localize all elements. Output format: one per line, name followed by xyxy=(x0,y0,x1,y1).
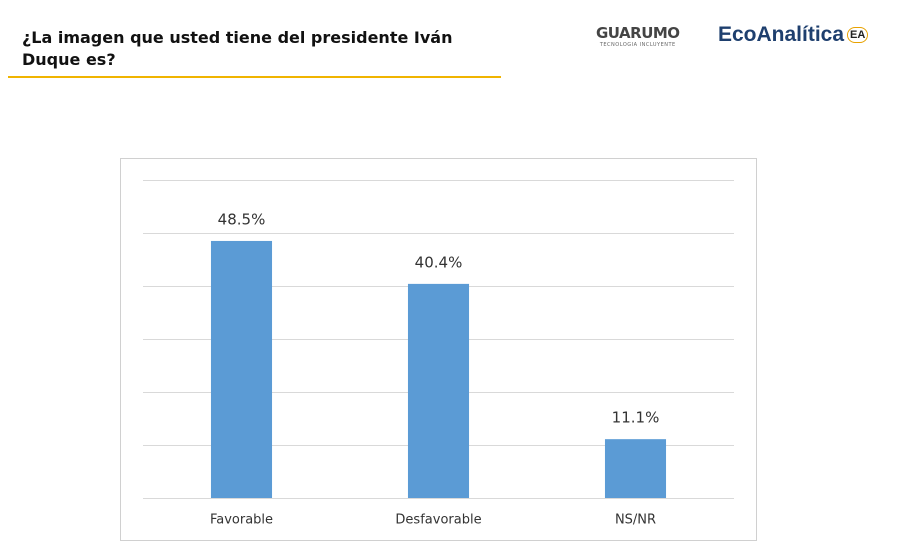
value-label: 48.5% xyxy=(218,210,266,228)
logo-name: EcoAnalítica xyxy=(718,23,845,46)
logo-name: GUARUMO xyxy=(596,24,680,42)
bar xyxy=(407,283,470,498)
chart-frame xyxy=(120,158,757,541)
x-tick-label: Desfavorable xyxy=(395,513,481,528)
value-label: 11.1% xyxy=(612,409,660,427)
guarumo-logo: GUARUMO TECNOLOGIA INCLUYENTE xyxy=(596,24,680,48)
x-tick-label: NS/NR xyxy=(615,513,656,528)
x-tick-label: Favorable xyxy=(210,513,273,528)
bar xyxy=(604,439,667,498)
logo-tagline: TECNOLOGIA INCLUYENTE xyxy=(599,42,676,48)
bar xyxy=(210,240,273,498)
title: ¿La imagen que usted tiene del president… xyxy=(22,28,453,69)
ecoanalitica-logo: EcoAnalítica EA xyxy=(718,23,869,47)
logo-mark: EA xyxy=(847,27,869,44)
value-label: 40.4% xyxy=(415,253,463,271)
title-underline xyxy=(8,76,501,78)
